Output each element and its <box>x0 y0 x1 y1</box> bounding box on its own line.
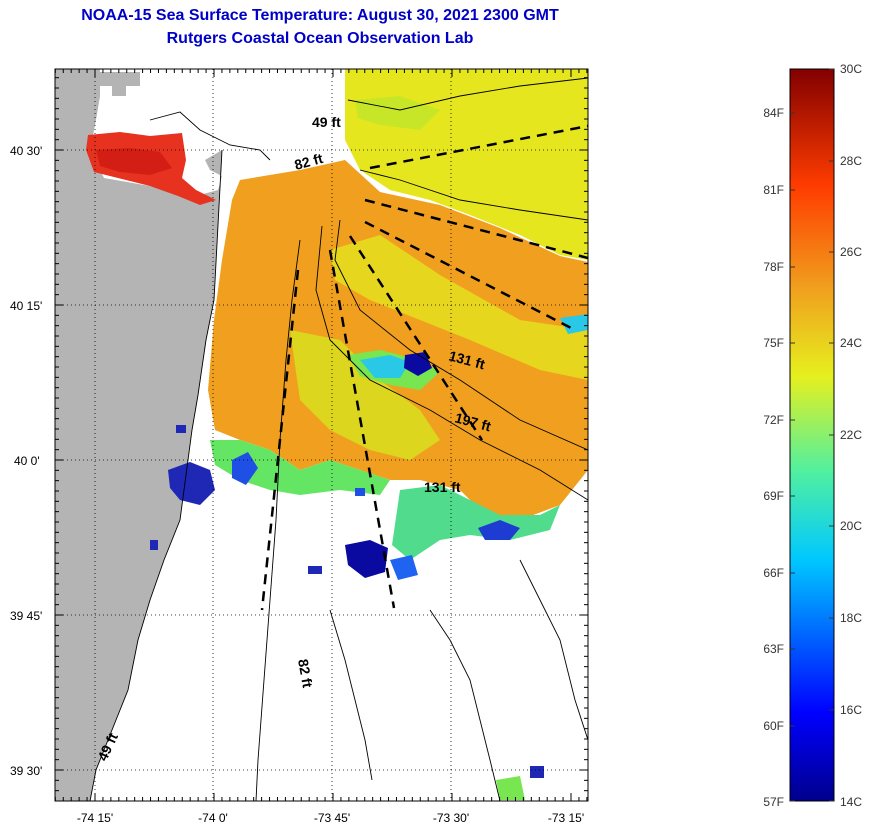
sst-yellow-strip <box>290 330 440 460</box>
cb-label-72f: 72F <box>763 413 784 427</box>
lon-label-73-45: -73 45' <box>314 811 350 825</box>
colorbar-ticks <box>790 68 834 802</box>
lat-label-40-0: 40 0' <box>14 454 40 468</box>
cb-label-81f: 81F <box>763 183 784 197</box>
land-mass <box>55 69 222 801</box>
map-frame <box>54 68 589 802</box>
cb-label-57f: 57F <box>763 795 784 809</box>
sst-cold-patch <box>390 555 418 580</box>
cb-label-14c: 14C <box>840 795 862 809</box>
contour-label-49ft-north: 49 ft <box>312 114 341 130</box>
contour-label-131ft-south: 131 ft <box>424 479 461 495</box>
sst-cyan-patch <box>360 355 410 378</box>
cb-label-78f: 78F <box>763 260 784 274</box>
sst-yellowgreen-patch <box>355 96 440 130</box>
cb-label-69f: 69F <box>763 489 784 503</box>
sst-green-fringe <box>392 485 560 560</box>
cb-label-20c: 20C <box>840 519 862 533</box>
land-patch <box>100 72 140 86</box>
sst-cold-patch <box>150 540 158 550</box>
sst-cyan-patch <box>560 314 588 334</box>
lon-label-74-15: -74 15' <box>77 811 113 825</box>
sst-red-core <box>96 148 172 175</box>
cb-label-63f: 63F <box>763 642 784 656</box>
lat-label-39-45: 39 45' <box>10 609 42 623</box>
sst-cold-patch <box>168 462 215 505</box>
sst-green-patch <box>496 776 525 800</box>
lon-label-74-0: -74 0' <box>198 811 228 825</box>
cb-label-66f: 66F <box>763 566 784 580</box>
lat-label-40-15: 40 15' <box>10 299 42 313</box>
grid-lines <box>55 69 588 801</box>
cb-label-26c: 26C <box>840 245 862 259</box>
sst-cold-patch <box>478 520 520 540</box>
sst-cold-patch <box>345 540 388 578</box>
map-subtitle: Rutgers Coastal Ocean Observation Lab <box>166 30 474 47</box>
map-title: NOAA-15 Sea Surface Temperature: August … <box>81 7 559 24</box>
sst-cold-patch <box>355 488 365 496</box>
cb-label-84f: 84F <box>763 106 784 120</box>
land-patch <box>112 86 126 96</box>
contour-label-82ft-south: 82 ft <box>295 658 316 689</box>
axis-ticks <box>54 69 588 801</box>
lon-label-73-30: -73 30' <box>433 811 469 825</box>
sst-green-fringe <box>210 440 390 495</box>
cb-label-18c: 18C <box>840 611 862 625</box>
cb-label-75f: 75F <box>763 336 784 350</box>
sst-yellow-strip <box>330 235 588 380</box>
bathymetry-contours <box>89 77 588 801</box>
cb-label-60f: 60F <box>763 719 784 733</box>
cb-label-22c: 22C <box>840 428 862 442</box>
lon-label-73-15: -73 15' <box>548 811 584 825</box>
sst-cold-patch <box>404 352 432 376</box>
lat-label-39-30: 39 30' <box>10 764 42 778</box>
sst-cold-patch <box>530 766 544 778</box>
cb-label-28c: 28C <box>840 154 862 168</box>
cb-label-24c: 24C <box>840 336 862 350</box>
cb-label-16c: 16C <box>840 703 862 717</box>
sst-cold-patch <box>308 566 322 574</box>
cb-label-30c: 30C <box>840 62 862 76</box>
contour-label-82ft-north: 82 ft <box>293 150 325 173</box>
map-panel: 49 ft 82 ft 131 ft 197 ft 131 ft 82 ft 4… <box>55 69 588 801</box>
sst-cold-patch <box>176 425 186 433</box>
transect-lines <box>260 124 588 611</box>
lat-label-40-30: 40 30' <box>10 144 42 158</box>
colorbar <box>789 68 835 802</box>
